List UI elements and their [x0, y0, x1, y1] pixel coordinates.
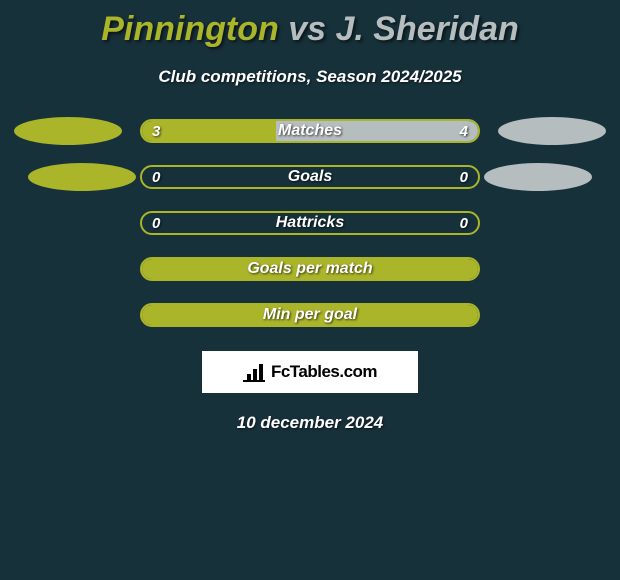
- title-vs: vs: [279, 10, 336, 48]
- player-b-indicator: [484, 163, 592, 191]
- stat-bar: Min per goal: [140, 303, 480, 327]
- player-a-indicator: [28, 163, 136, 191]
- stat-rows: 34Matches 00Goals 00Hattricks Goals per mat…: [0, 119, 620, 327]
- stat-label: Hattricks: [142, 213, 478, 233]
- title-player-b: J. Sheridan: [335, 10, 518, 48]
- stat-row: Min per goal: [0, 303, 620, 327]
- stat-label: Min per goal: [142, 305, 478, 325]
- subtitle: Club competitions, Season 2024/2025: [0, 67, 620, 87]
- source-text: FcTables.com: [271, 362, 377, 382]
- stat-row: Goals per match: [0, 257, 620, 281]
- stat-bar: Goals per match: [140, 257, 480, 281]
- stat-label: Matches: [142, 121, 478, 141]
- stat-row: 34Matches: [0, 119, 620, 143]
- comparison-infographic: Pinnington vs J. Sheridan Club competiti…: [0, 0, 620, 580]
- source-badge: FcTables.com: [202, 351, 418, 393]
- stat-row: 00Goals: [0, 165, 620, 189]
- player-a-indicator: [14, 117, 122, 145]
- stat-bar: 00Hattricks: [140, 211, 480, 235]
- stat-bar: 00Goals: [140, 165, 480, 189]
- stat-label: Goals per match: [142, 259, 478, 279]
- date: 10 december 2024: [0, 413, 620, 433]
- title-player-a: Pinnington: [101, 10, 279, 48]
- title: Pinnington vs J. Sheridan: [0, 0, 620, 49]
- bar-chart-icon: [243, 363, 265, 381]
- player-b-indicator: [498, 117, 606, 145]
- stat-bar: 34Matches: [140, 119, 480, 143]
- stat-label: Goals: [142, 167, 478, 187]
- stat-row: 00Hattricks: [0, 211, 620, 235]
